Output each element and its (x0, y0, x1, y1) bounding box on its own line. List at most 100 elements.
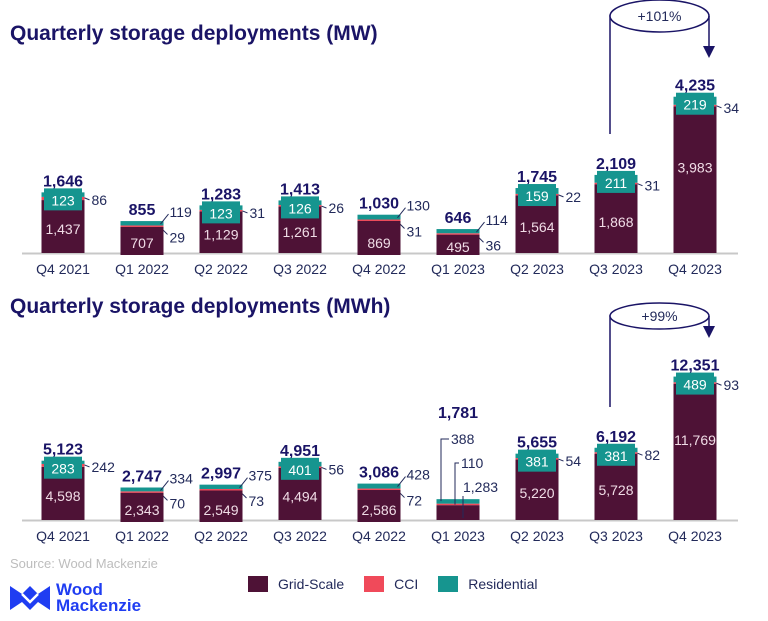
grid-scale-label-q1-2022: 707 (130, 235, 154, 251)
cci-leader-q3-2023 (637, 183, 643, 187)
grid-scale-label-q3-2023: 5,728 (598, 482, 633, 498)
cci-label-q3-2022: 56 (329, 461, 345, 477)
legend: Grid-Scale CCI Residential (248, 576, 558, 592)
bar-residential-q4-2022 (357, 483, 401, 489)
residential-badge-q2-2023 (518, 184, 556, 207)
category-label-q4-2022: Q4 2022 (352, 528, 406, 544)
residential-label-q4-2022: 428 (407, 467, 431, 483)
total-label-q3-2022: 1,413 (280, 181, 320, 198)
legend-label-cci: CCI (394, 576, 419, 592)
category-label-q1-2022: Q1 2022 (115, 528, 169, 544)
category-label-q3-2023: Q3 2023 (589, 528, 643, 544)
bar-cci-q4-2022 (357, 488, 401, 491)
residential-badge-q4-2023 (676, 372, 714, 395)
cci-leader-q2-2023 (558, 194, 564, 198)
grid-scale-label-q1-2022: 2,343 (124, 502, 159, 518)
total-label-q2-2022: 1,283 (201, 186, 241, 203)
residential-badge-q3-2023 (597, 170, 635, 193)
cci-leader-q4-2023 (716, 382, 722, 386)
category-label-q2-2022: Q2 2022 (194, 528, 248, 544)
cci-leader-q4-2021 (84, 197, 90, 201)
legend-item-cci: CCI (364, 576, 418, 592)
cci-label-q4-2022: 72 (407, 493, 423, 509)
cci-label-q1-2022: 29 (170, 229, 186, 245)
residential-label-q3-2022: 401 (288, 462, 312, 478)
residential-label-q2-2022: 123 (209, 205, 233, 221)
total-label-q4-2022: 1,030 (359, 196, 399, 213)
cci-label-q1-2023: 110 (461, 455, 484, 471)
residential-badge-q3-2023 (597, 443, 635, 466)
cci-label-q3-2023: 82 (645, 447, 661, 463)
category-label-q1-2022: Q1 2022 (115, 261, 169, 277)
growth-annotation-text: +99% (641, 308, 677, 324)
grid-scale-label-bg-q1-2023 (436, 234, 480, 255)
category-label-q2-2022: Q2 2022 (194, 261, 248, 277)
grid-scale-label-q4-2021: 1,437 (45, 221, 80, 237)
category-label-q4-2023: Q4 2023 (668, 261, 722, 277)
residential-badge-q4-2021 (44, 188, 82, 211)
bar-cci-q1-2023 (436, 233, 480, 235)
total-label-q4-2021: 5,123 (43, 442, 83, 459)
bar-residential-q1-2022 (120, 221, 164, 226)
grid-scale-label-q4-2022: 869 (367, 235, 391, 251)
legend-label-residential: Residential (468, 576, 538, 592)
bar-cci-q1-2022 (120, 491, 164, 493)
residential-label-q3-2022: 126 (288, 200, 312, 216)
bar-cci-q1-2022 (120, 225, 164, 227)
category-label-q3-2022: Q3 2022 (273, 261, 327, 277)
cci-leader-q4-2023 (716, 105, 722, 109)
residential-label-q1-2023: 114 (486, 212, 509, 228)
grid-scale-label-bg-q1-2022 (120, 226, 164, 255)
total-label-q1-2023: 646 (445, 210, 472, 227)
bar-cci-q2-2022 (199, 488, 243, 491)
cci-label-q2-2023: 22 (566, 189, 582, 205)
residential-label-q1-2022: 119 (170, 204, 193, 220)
total-label-q1-2022: 855 (129, 202, 156, 219)
grid-scale-label-q4-2021: 4,598 (45, 488, 80, 504)
total-label-q2-2023: 1,745 (517, 169, 557, 186)
grid-scale-label-q4-2022: 2,586 (361, 502, 396, 518)
source-note: Source: Wood Mackenzie (10, 556, 158, 571)
chart-title-mwh: Quarterly storage deployments (MWh) (10, 295, 391, 318)
cci-label-q4-2023: 34 (724, 100, 740, 116)
grid-scale-label-bg-q2-2022 (199, 490, 243, 522)
residential-badge-q3-2022 (281, 457, 319, 480)
cci-label-q1-2022: 70 (170, 495, 186, 511)
cci-leader-q2-2022 (242, 210, 248, 214)
legend-label-grid-scale: Grid-Scale (278, 576, 345, 592)
growth-annotation-arrowhead (703, 46, 715, 58)
residential-label-q4-2021: 283 (51, 461, 75, 477)
bar-residential-q1-2023 (436, 229, 480, 234)
residential-leader-q1-2022 (160, 480, 169, 491)
bar-cci-q4-2022 (357, 219, 401, 221)
residential-label-q4-2021: 123 (51, 192, 75, 208)
residential-leader-q1-2023 (476, 221, 485, 233)
bar-grid-scale-q1-2023 (436, 505, 480, 520)
grid-scale-label-q1-2023: 1,283 (463, 479, 498, 495)
grid-scale-label-q2-2022: 1,129 (203, 226, 238, 242)
growth-annotation-line (609, 315, 614, 407)
cci-leader-q1-2023 (454, 462, 459, 505)
residential-leader-q4-2022 (397, 476, 406, 487)
grid-scale-label-q3-2022: 4,494 (282, 489, 317, 505)
grid-scale-label-q3-2022: 1,261 (282, 224, 317, 240)
cci-leader-q2-2023 (558, 458, 564, 462)
chart-mwh: 5,123 283 242 4,598 Q4 2021 2,747 334 70 2,343 Q1… (22, 302, 739, 544)
category-label-q3-2023: Q3 2023 (589, 261, 643, 277)
residential-label-q4-2023: 489 (683, 377, 707, 393)
chart-mw: 1,646 123 86 1,437 Q4 2021 855 119 29 707 Q1 2022… (22, 0, 740, 277)
total-label-q4-2023: 12,351 (671, 358, 720, 375)
residential-badge-q4-2023 (676, 92, 714, 115)
residential-label-q3-2023: 211 (605, 175, 628, 191)
residential-leader-q4-2022 (397, 207, 406, 219)
total-label-q3-2022: 4,951 (280, 443, 320, 460)
total-label-q4-2023: 4,235 (675, 78, 715, 95)
growth-annotation-arrowhead (703, 326, 715, 338)
bar-grid-scale-q3-2023 (594, 184, 638, 253)
residential-label-q4-2022: 130 (407, 198, 431, 214)
total-label-q2-2023: 5,655 (517, 435, 557, 452)
wood-mackenzie-logo-icon (10, 586, 50, 610)
legend-item-grid-scale: Grid-Scale (248, 576, 344, 592)
grid-scale-label-q2-2023: 1,564 (519, 219, 554, 235)
logo-line-1: Wood (56, 580, 103, 599)
